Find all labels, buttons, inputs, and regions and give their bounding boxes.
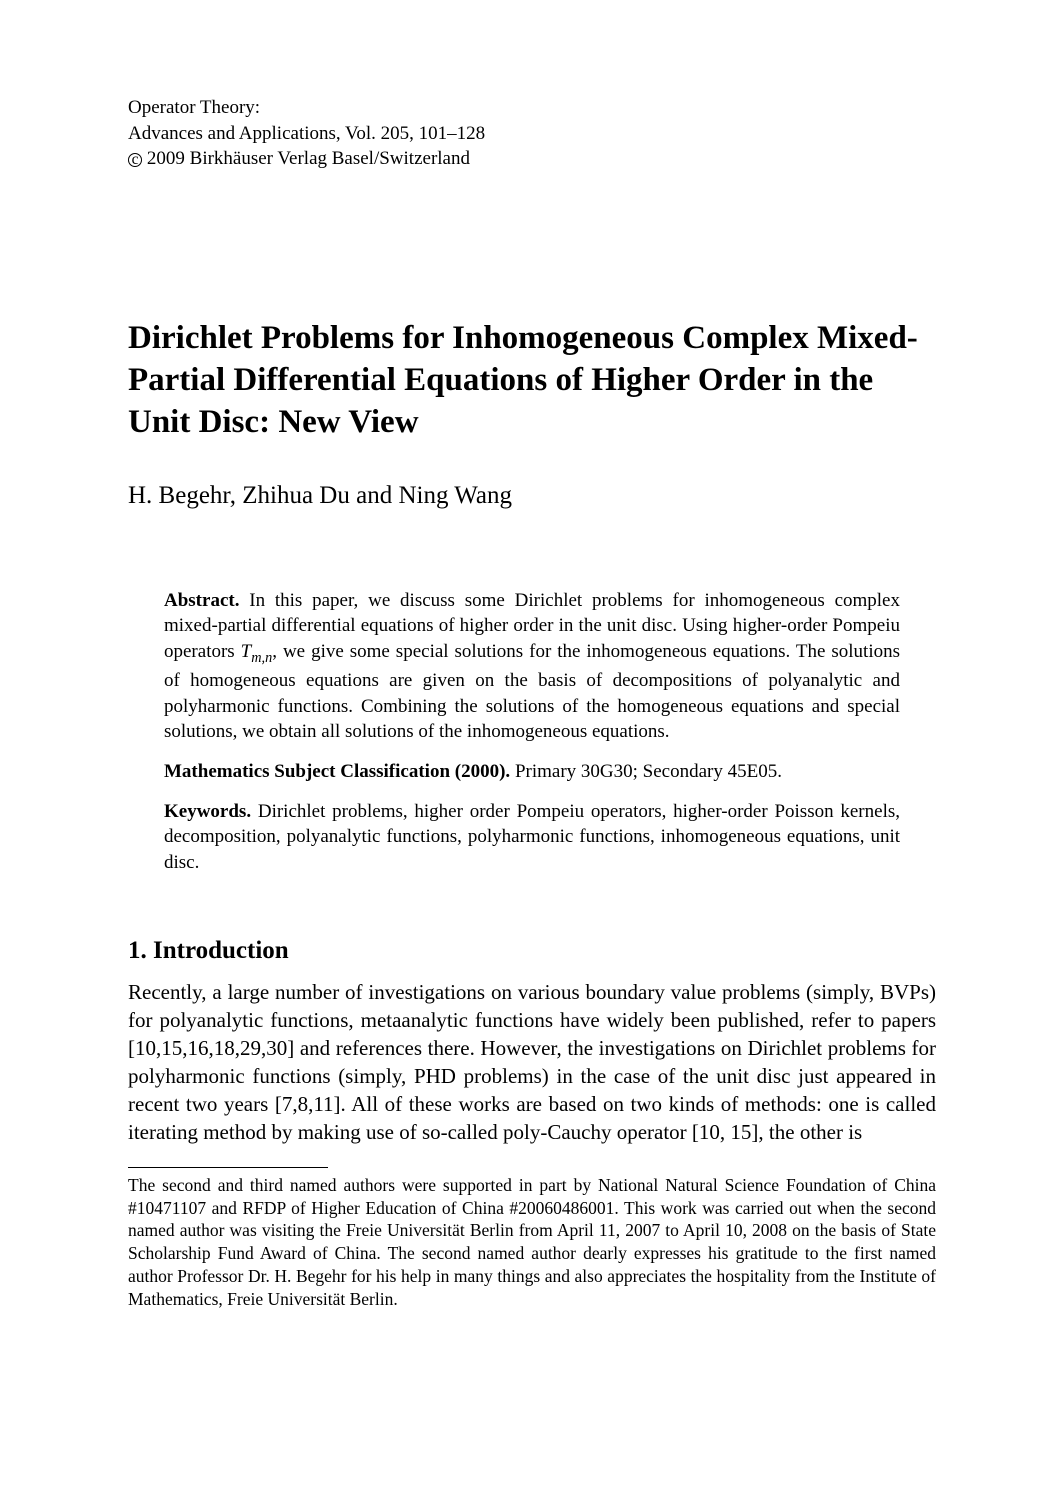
abstract-text-post: , we give some special solutions for the… [164, 641, 900, 742]
abstract-label: Abstract. [164, 590, 239, 611]
header-line-3-rest: 2009 Birkhäuser Verlag Basel/Switzerland [142, 148, 470, 169]
header-line-3: c 2009 Birkhäuser Verlag Basel/Switzerla… [128, 146, 936, 172]
abstract-block: Abstract. In this paper, we discuss some… [164, 588, 900, 876]
keywords-paragraph: Keywords. Dirichlet problems, higher ord… [164, 799, 900, 876]
header-line-2: Advances and Applications, Vol. 205, 101… [128, 121, 936, 147]
copyright-icon: c [128, 153, 142, 167]
series-header: Operator Theory: Advances and Applicatio… [128, 95, 936, 172]
keywords-text: Dirichlet problems, higher order Pompeiu… [164, 801, 900, 873]
msc-label: Mathematics Subject Classification (2000… [164, 761, 510, 782]
abstract-paragraph: Abstract. In this paper, we discuss some… [164, 588, 900, 745]
footnote: The second and third named authors were … [128, 1174, 936, 1311]
section-heading: 1. Introduction [128, 937, 936, 965]
operator-T: T [241, 641, 252, 662]
header-line-1: Operator Theory: [128, 95, 936, 121]
intro-paragraph: Recently, a large number of investigatio… [128, 979, 936, 1147]
page: Operator Theory: Advances and Applicatio… [0, 0, 1054, 1500]
footnote-rule [128, 1167, 328, 1168]
operator-subscript: m,n [251, 650, 272, 666]
paper-title: Dirichlet Problems for Inhomogeneous Com… [128, 317, 936, 444]
msc-paragraph: Mathematics Subject Classification (2000… [164, 759, 900, 785]
authors: H. Begehr, Zhihua Du and Ning Wang [128, 482, 936, 510]
msc-text: Primary 30G30; Secondary 45E05. [510, 761, 782, 782]
keywords-label: Keywords. [164, 801, 251, 822]
